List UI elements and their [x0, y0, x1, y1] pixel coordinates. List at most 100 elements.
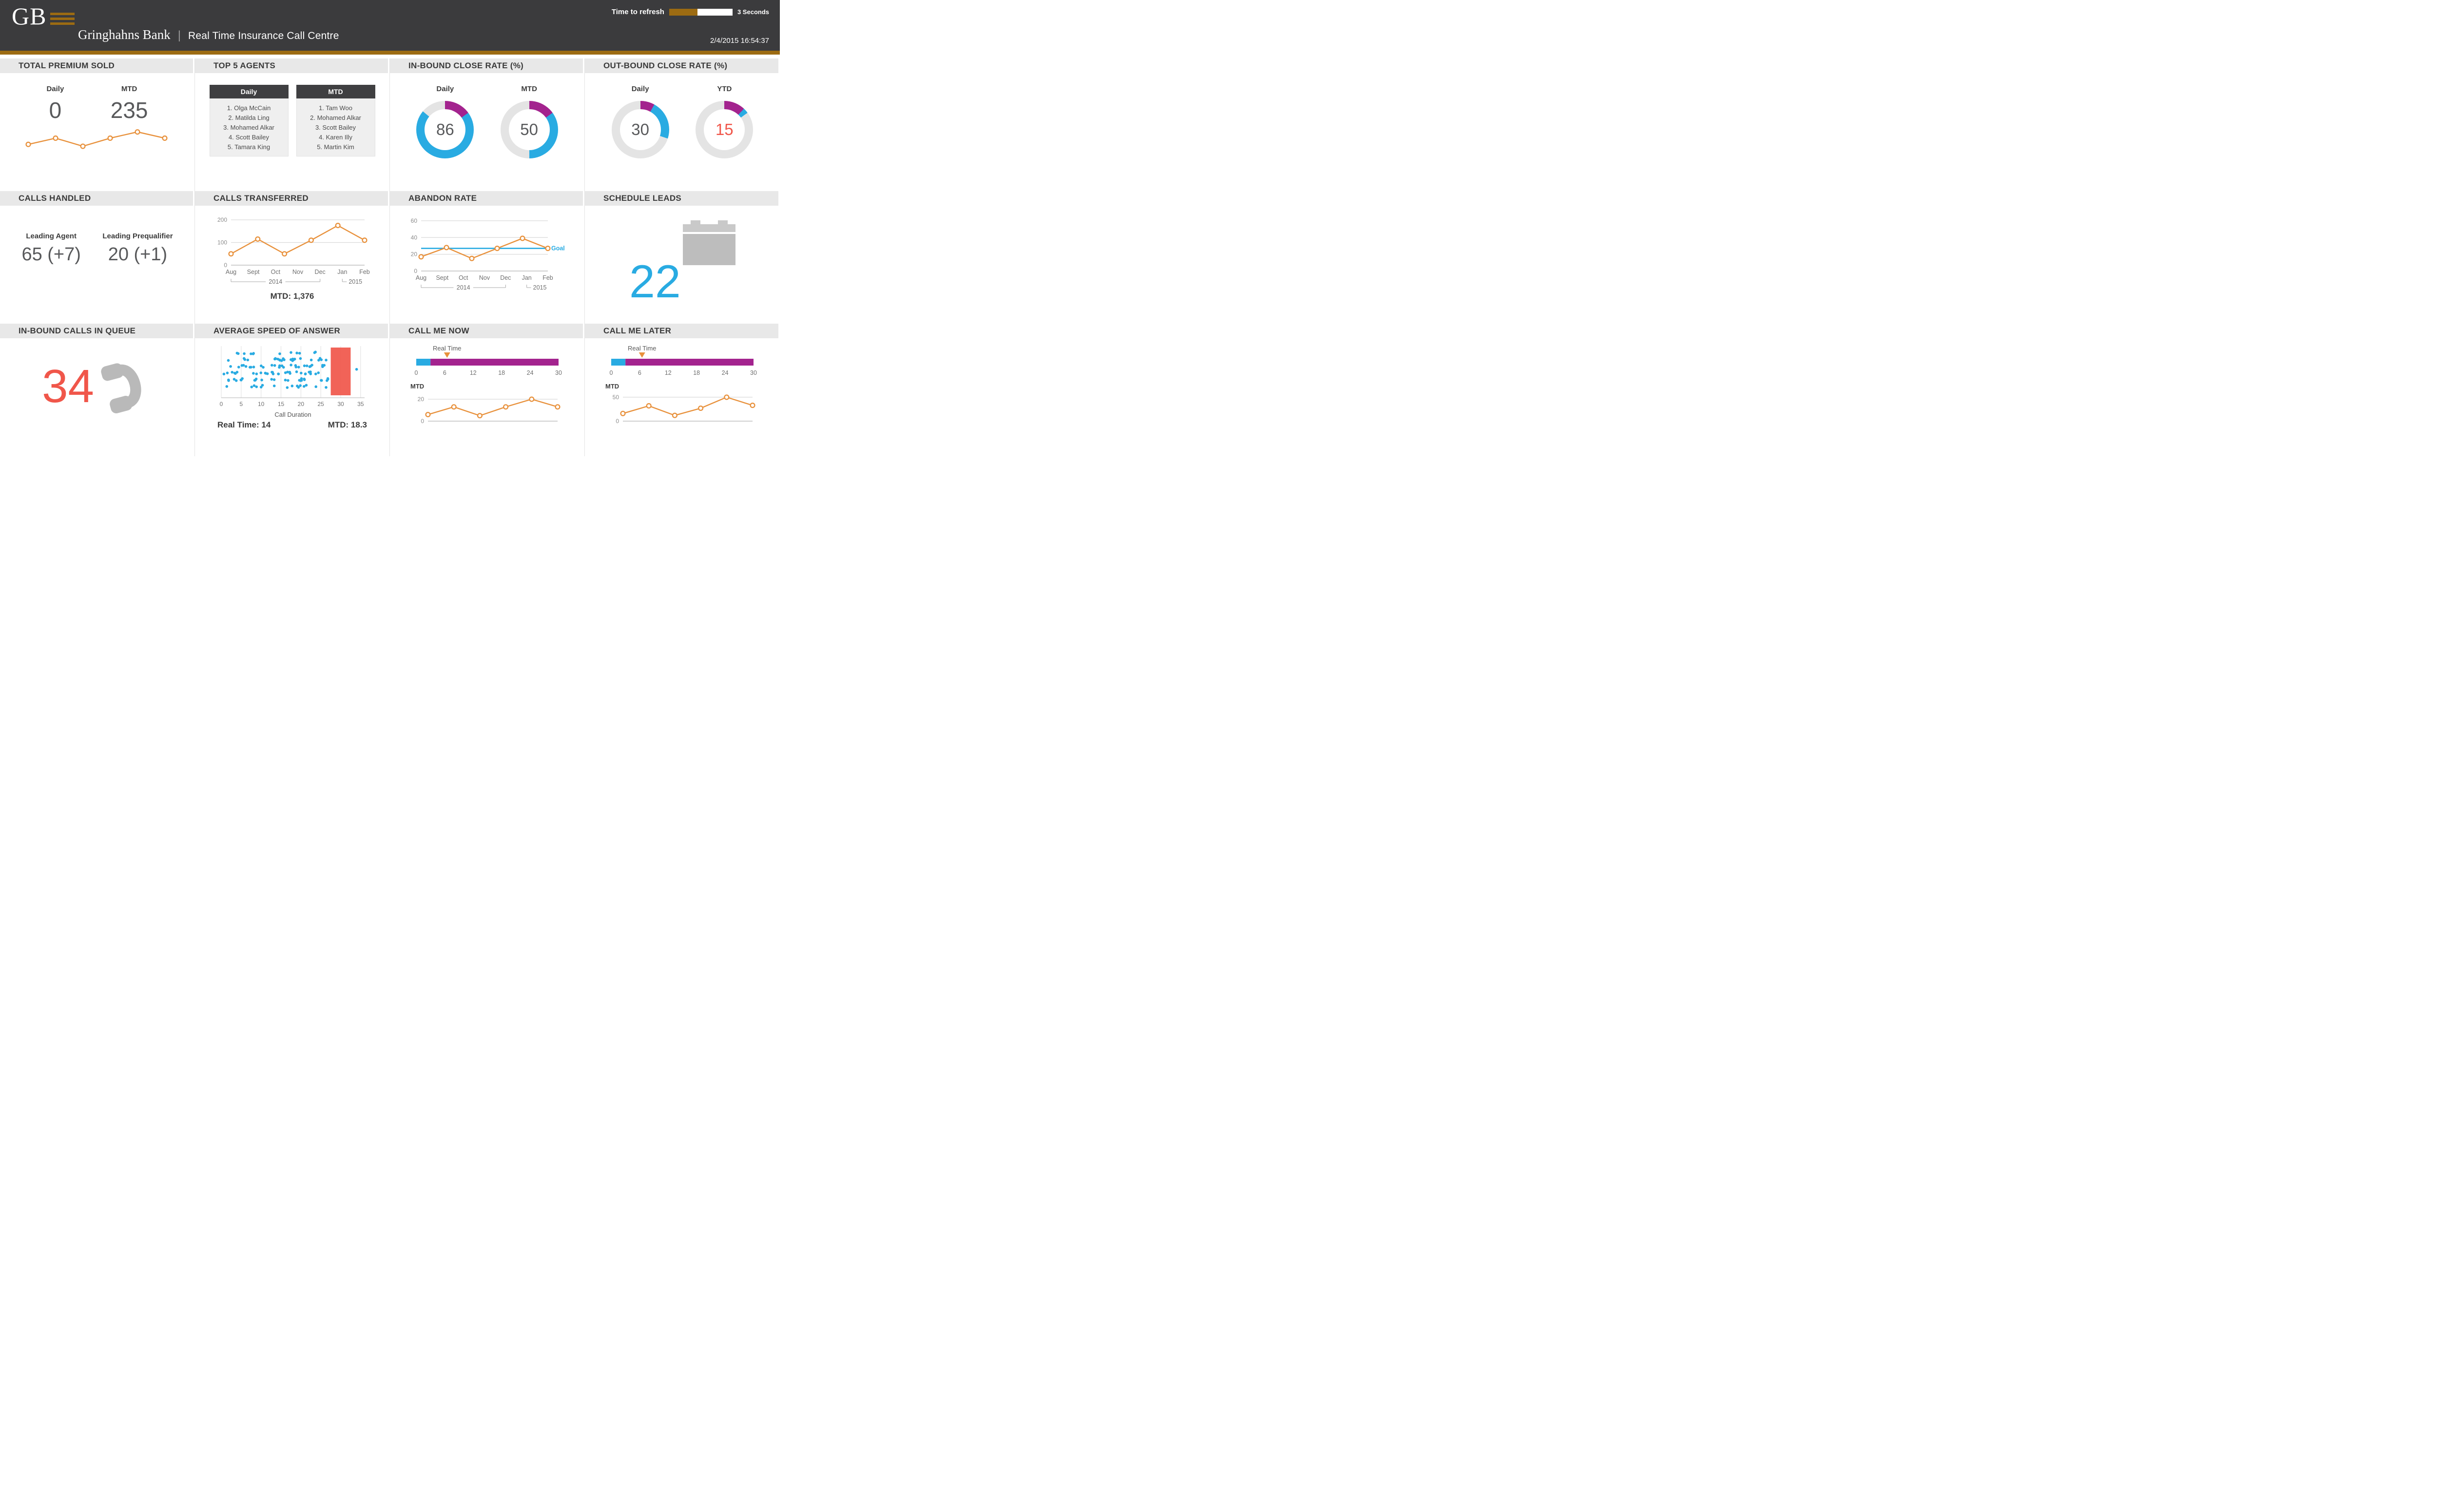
calendar-icon	[683, 220, 735, 265]
outbound-close-gauges: Daily 30 YTD 15	[585, 85, 780, 158]
svg-text:2015: 2015	[533, 284, 546, 291]
leading-agent-value: 65 (+7)	[21, 244, 81, 265]
mtd-stat: MTD: 18.3	[328, 420, 367, 429]
agent-list-item: 5. Martin Kim	[317, 143, 354, 151]
leading-prequalifier-label: Leading Prequalifier	[102, 232, 173, 240]
svg-text:40: 40	[410, 234, 417, 241]
svg-text:Feb: Feb	[542, 274, 553, 281]
svg-text:6: 6	[638, 369, 641, 376]
refresh-progress-bar	[669, 8, 733, 16]
agent-list-item: 5. Tamara King	[227, 143, 271, 151]
call-me-later-bullet-chart: Real Time 0 6 12 18 24 30	[610, 345, 757, 376]
leading-agent-label: Leading Agent	[26, 232, 77, 240]
gauge-daily: Daily 86	[416, 85, 474, 158]
panel-average-speed-of-answer: AVERAGE SPEED OF ANSWER 0 5 10 15 20 25 30 35 Ca…	[195, 324, 390, 456]
kpi-mtd-label: MTD	[121, 85, 137, 93]
svg-text:Goal: Goal	[551, 245, 565, 252]
svg-text:10: 10	[257, 401, 264, 407]
svg-text:Call Duration: Call Duration	[274, 411, 311, 418]
svg-text:30: 30	[555, 369, 562, 376]
queue-value: 34	[42, 360, 94, 412]
panel-title: CALL ME NOW	[390, 324, 583, 338]
bank-name: Gringhahns Bank	[78, 27, 171, 42]
logo-bars-icon	[50, 13, 75, 25]
svg-text:20: 20	[297, 401, 304, 407]
panel-title: AVERAGE SPEED OF ANSWER	[195, 324, 388, 338]
svg-text:2015: 2015	[348, 278, 362, 285]
gauge-daily: Daily 30	[611, 85, 669, 158]
panel-abandon-rate: ABANDON RATE 0 20 40 60 Goal Aug Sept Oct Nov Dec…	[390, 191, 585, 324]
panel-call-me-later: CALL ME LATER Real Time 0 6 12 18 24 30 MTD 0 5…	[585, 324, 780, 456]
inbound-close-gauges: Daily 86 MTD 50	[390, 85, 584, 158]
panel-title: CALL ME LATER	[585, 324, 778, 338]
kpi-mtd-value: 235	[110, 97, 148, 123]
refresh-indicator: Time to refresh 3 Seconds	[612, 8, 769, 16]
panel-title: OUT-BOUND CLOSE RATE (%)	[585, 58, 778, 73]
gauge-mtd: MTD 50	[500, 85, 558, 158]
panel-title: ABANDON RATE	[390, 191, 583, 206]
call-me-now-mtd-label: MTD	[410, 383, 425, 390]
svg-text:Oct: Oct	[458, 274, 468, 281]
donut-chart: 15	[696, 101, 754, 158]
panel-total-premium-sold: TOTAL PREMIUM SOLD Daily 0 MTD 235	[0, 58, 195, 191]
panel-title: SCHEDULE LEADS	[585, 191, 778, 206]
panel-calls-handled: CALLS HANDLED Leading Agent 65 (+7) Lead…	[0, 191, 195, 324]
schedule-leads-value: 22	[629, 256, 681, 308]
svg-text:18: 18	[693, 369, 700, 376]
svg-text:0: 0	[219, 401, 223, 407]
svg-text:Jan: Jan	[522, 274, 531, 281]
svg-text:Aug: Aug	[415, 274, 426, 281]
timestamp: 2/4/2015 16:54:37	[710, 37, 769, 45]
panel-title: CALLS HANDLED	[0, 191, 193, 206]
leading-agent: Leading Agent 65 (+7)	[21, 232, 80, 265]
svg-text:200: 200	[217, 216, 227, 223]
call-me-now-mtd-chart: 0 20	[417, 396, 561, 425]
app-header: GB Gringhahns Bank | Real Time Insurance…	[0, 0, 780, 51]
agents-daily-box: Daily 1. Olga McCain 2. Matilda Ling 3. Mo…	[209, 85, 289, 156]
gauge-value: 86	[436, 120, 454, 138]
svg-text:Feb: Feb	[359, 269, 370, 275]
svg-text:Jan: Jan	[337, 269, 347, 275]
agent-list-item: 3. Scott Bailey	[315, 123, 356, 131]
svg-text:60: 60	[410, 217, 417, 224]
gauge-label: MTD	[521, 85, 537, 93]
agent-list-item: 4. Karen Illy	[319, 133, 352, 141]
svg-text:24: 24	[722, 369, 729, 376]
avg-speed-strip-chart: 0 5 10 15 20 25 30 35 Call Duration	[219, 346, 365, 418]
svg-text:0: 0	[414, 268, 417, 274]
panel-title: CALLS TRANSFERRED	[195, 191, 388, 206]
donut-chart: 50	[500, 101, 558, 158]
agents-daily-list: 1. Olga McCain 2. Matilda Ling 3. Mohamed …	[209, 98, 289, 156]
call-me-now-bullet-chart: Real Time 0 6 12 18 24 30	[414, 345, 562, 376]
agent-list-item: 1. Olga McCain	[227, 104, 271, 112]
gauge-label: Daily	[631, 85, 649, 93]
phone-icon	[101, 363, 141, 414]
premium-trend-chart	[25, 129, 168, 149]
svg-text:Real Time: Real Time	[628, 345, 657, 352]
panel-top-5-agents: TOP 5 AGENTS Daily 1. Olga McCain 2. Mati…	[195, 58, 390, 191]
gauge-label: YTD	[717, 85, 732, 93]
svg-text:0: 0	[616, 418, 619, 425]
call-me-later-mtd-chart: 0 50	[613, 394, 755, 425]
panel-inbound-calls-in-queue: IN-BOUND CALLS IN QUEUE 34	[0, 324, 195, 456]
svg-text:2014: 2014	[456, 284, 470, 291]
agent-list-item: 2. Mohamed Alkar	[310, 114, 361, 121]
panel-title: IN-BOUND CALLS IN QUEUE	[0, 324, 193, 338]
refresh-remaining-label: 3 Seconds	[737, 8, 769, 16]
kpi-daily: Daily 0	[46, 85, 64, 123]
gauge-value: 50	[520, 120, 539, 138]
gauge-value: 30	[631, 120, 650, 138]
accent-stripe	[0, 51, 780, 55]
gauge-label: Daily	[436, 85, 454, 93]
bank-logo: GB	[12, 4, 75, 28]
svg-text:6: 6	[443, 369, 446, 376]
svg-text:Aug: Aug	[225, 269, 236, 275]
agents-daily-header: Daily	[209, 85, 289, 98]
brand-divider: |	[177, 29, 181, 42]
svg-text:100: 100	[217, 239, 227, 246]
refresh-label: Time to refresh	[611, 8, 664, 16]
svg-text:Sept: Sept	[247, 269, 259, 275]
agent-list-item: 3. Mohamed Alkar	[223, 123, 274, 131]
agent-list-item: 4. Scott Bailey	[228, 133, 270, 141]
agent-list-item: 2. Matilda Ling	[228, 114, 270, 121]
